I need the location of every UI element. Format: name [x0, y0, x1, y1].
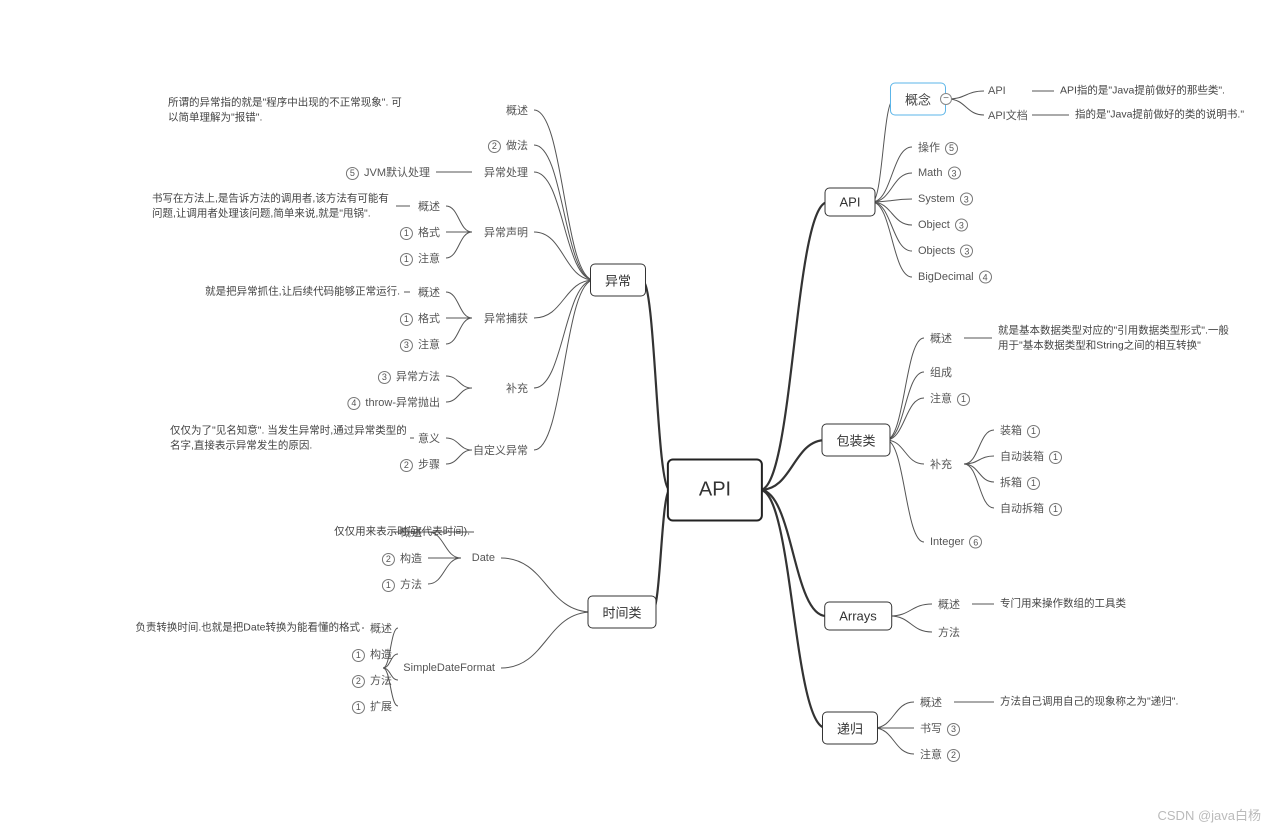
leaf-exc-6-1: 2 步骤	[398, 456, 440, 472]
desc-time-0-0: 仅仅用来表示时间(代表时间).	[334, 525, 470, 540]
count-badge: 1	[1027, 425, 1040, 438]
leaf-recursion-2: 注意 2	[920, 746, 962, 762]
leaf-exc-0: 概述	[506, 102, 528, 118]
leaf-time-1-3: 1 扩展	[350, 698, 392, 714]
leaf-api-1: 操作 5	[918, 139, 960, 155]
count-badge: 4	[979, 271, 992, 284]
desc-exc-6-0: 仅仅为了"见名知意". 当发生异常时,通过异常类型的名字,直接表示异常发生的原因…	[170, 423, 410, 452]
branch-time[interactable]: 时间类	[587, 596, 656, 629]
count-badge: 3	[960, 245, 973, 258]
desc-time-1-0: 负责转换时间.也就是把Date转换为能看懂的格式	[135, 621, 360, 636]
leaf-time-0: Date	[472, 552, 495, 564]
branch-exception[interactable]: 异常	[590, 264, 646, 297]
branch-recursion[interactable]: 递归	[822, 712, 878, 745]
count-badge: 1	[400, 313, 413, 326]
leaf-wrapper-sub-0: 装箱 1	[1000, 422, 1042, 438]
leaf-exc-5-0: 3 异常方法	[376, 368, 440, 384]
count-badge: 3	[955, 219, 968, 232]
leaf-exc-6: 自定义异常	[473, 442, 528, 458]
desc-exc-4-0: 就是把异常抓住,让后续代码能够正常运行.	[205, 285, 400, 300]
count-badge: 1	[352, 649, 365, 662]
leaf-api-3: System 3	[918, 193, 975, 206]
desc-api-1: 指的是"Java提前做好的类的说明书."	[1075, 108, 1244, 123]
count-badge: 1	[400, 253, 413, 266]
count-badge: 2	[488, 140, 501, 153]
desc-exc-3-0: 书写在方法上,是告诉方法的调用者,该方法有可能有问题,让调用者处理该问题,简单来…	[152, 191, 392, 220]
count-badge: 2	[947, 749, 960, 762]
leaf-time-0-2: 1 方法	[380, 576, 422, 592]
count-badge: 3	[948, 167, 961, 180]
leaf-time-0-1: 2 构造	[380, 550, 422, 566]
leaf-wrapper-1: 组成	[930, 364, 952, 380]
count-badge: 3	[378, 371, 391, 384]
desc-arrays-0: 专门用来操作数组的工具类	[1000, 597, 1126, 612]
desc-wrapper-0: 就是基本数据类型对应的"引用数据类型形式".一般用于"基本数据类型和String…	[998, 323, 1238, 352]
leaf-recursion-0: 概述	[920, 694, 942, 710]
leaf-wrapper-4: Integer 6	[930, 536, 984, 549]
root-node[interactable]: API	[667, 459, 763, 522]
leaf-api-sub-1: API文档	[988, 107, 1028, 123]
count-badge: 1	[352, 701, 365, 714]
leaf-time-1-0: 概述	[370, 620, 392, 636]
leaf-time-1-2: 2 方法	[350, 672, 392, 688]
leaf-exc-4-0: 概述	[418, 284, 440, 300]
desc-recursion-0: 方法自己调用自己的现象称之为"递归".	[1000, 695, 1178, 710]
leaf-exc-2-0: 5 JVM默认处理	[344, 164, 430, 180]
leaf-exc-3: 异常声明	[484, 224, 528, 240]
count-badge: 3	[947, 723, 960, 736]
leaf-api-4: Object 3	[918, 219, 970, 232]
count-badge: 1	[1049, 503, 1062, 516]
leaf-exc-4-2: 3 注意	[398, 336, 440, 352]
leaf-wrapper-sub-3: 自动拆箱 1	[1000, 500, 1064, 516]
count-badge: 1	[382, 579, 395, 592]
edges-layer	[0, 0, 1279, 836]
count-badge: 1	[400, 227, 413, 240]
leaf-exc-4-1: 1 格式	[398, 310, 440, 326]
leaf-time-1: SimpleDateFormat	[403, 662, 495, 674]
leaf-exc-3-0: 概述	[418, 198, 440, 214]
branch-wrapper[interactable]: 包装类	[821, 424, 890, 457]
count-badge: 2	[400, 459, 413, 472]
leaf-api-6: BigDecimal 4	[918, 271, 994, 284]
leaf-exc-1: 2 做法	[486, 137, 528, 153]
leaf-arrays-0: 概述	[938, 596, 960, 612]
branch-arrays[interactable]: Arrays	[824, 602, 892, 631]
count-badge: 2	[382, 553, 395, 566]
desc-exc-0: 所谓的异常指的就是"程序中出现的不正常现象". 可以简单理解为"报错".	[168, 95, 408, 124]
desc-api-0: API指的是"Java提前做好的那些类".	[1060, 84, 1225, 99]
count-badge: 3	[960, 193, 973, 206]
leaf-api-2: Math 3	[918, 167, 963, 180]
leaf-exc-3-1: 1 格式	[398, 224, 440, 240]
leaf-exc-3-2: 1 注意	[398, 250, 440, 266]
leaf-wrapper-sub-1: 自动装箱 1	[1000, 448, 1064, 464]
count-badge: 1	[957, 393, 970, 406]
count-badge: 1	[1027, 477, 1040, 490]
leaf-wrapper-2: 注意 1	[930, 390, 972, 406]
leaf-time-1-1: 1 构造	[350, 646, 392, 662]
mindmap-canvas: API API 概念 API API指的是"Java提前做好的那些类". API文档 指的是…	[0, 0, 1279, 836]
leaf-api-5: Objects 3	[918, 245, 975, 258]
count-badge: 5	[945, 142, 958, 155]
leaf-exc-5-1: 4 throw-异常抛出	[345, 394, 440, 410]
leaf-exc-2: 异常处理	[484, 164, 528, 180]
leaf-recursion-1: 书写 3	[920, 720, 962, 736]
count-badge: 4	[347, 397, 360, 410]
count-badge: 2	[352, 675, 365, 688]
leaf-wrapper-0: 概述	[930, 330, 952, 346]
leaf-arrays-1: 方法	[938, 624, 960, 640]
leaf-wrapper-3: 补充	[930, 456, 952, 472]
branch-api[interactable]: API	[825, 188, 876, 217]
count-badge: 1	[1049, 451, 1062, 464]
leaf-wrapper-sub-2: 拆箱 1	[1000, 474, 1042, 490]
watermark: CSDN @java白杨	[1158, 805, 1262, 824]
count-badge: 6	[969, 536, 982, 549]
count-badge: 3	[400, 339, 413, 352]
collapse-toggle[interactable]	[940, 93, 952, 105]
leaf-api-sub-0: API	[988, 85, 1006, 97]
count-badge: 5	[346, 167, 359, 180]
leaf-concept[interactable]: 概念	[890, 83, 946, 116]
leaf-exc-4: 异常捕获	[484, 310, 528, 326]
leaf-exc-6-0: 意义	[418, 430, 440, 446]
leaf-exc-5: 补充	[506, 380, 528, 396]
